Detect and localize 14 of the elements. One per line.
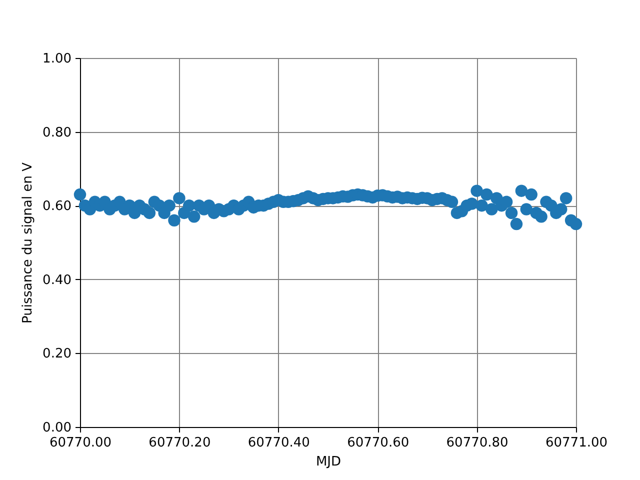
x-tick-label: 60770.60 [347, 436, 410, 450]
x-tick-label: 60770.20 [148, 436, 211, 450]
y-tick-label: 0.20 [42, 346, 72, 362]
y-axis-title: Puissance du signal en V [20, 162, 36, 324]
y-tick-label: 1.00 [42, 52, 72, 66]
x-tick-label: 60770.80 [446, 436, 508, 450]
x-tick-label: 60770.00 [49, 436, 112, 450]
y-tick-label: 0.80 [42, 125, 72, 140]
y-tick-label: 0.60 [42, 199, 72, 214]
x-tick-label: 60770.40 [248, 436, 310, 450]
x-axis-title: MJD [316, 454, 342, 470]
y-tick-label: 0.40 [42, 272, 72, 288]
x-tick-label: 60771.00 [545, 436, 608, 450]
y-tick-label: 0.00 [42, 420, 72, 436]
